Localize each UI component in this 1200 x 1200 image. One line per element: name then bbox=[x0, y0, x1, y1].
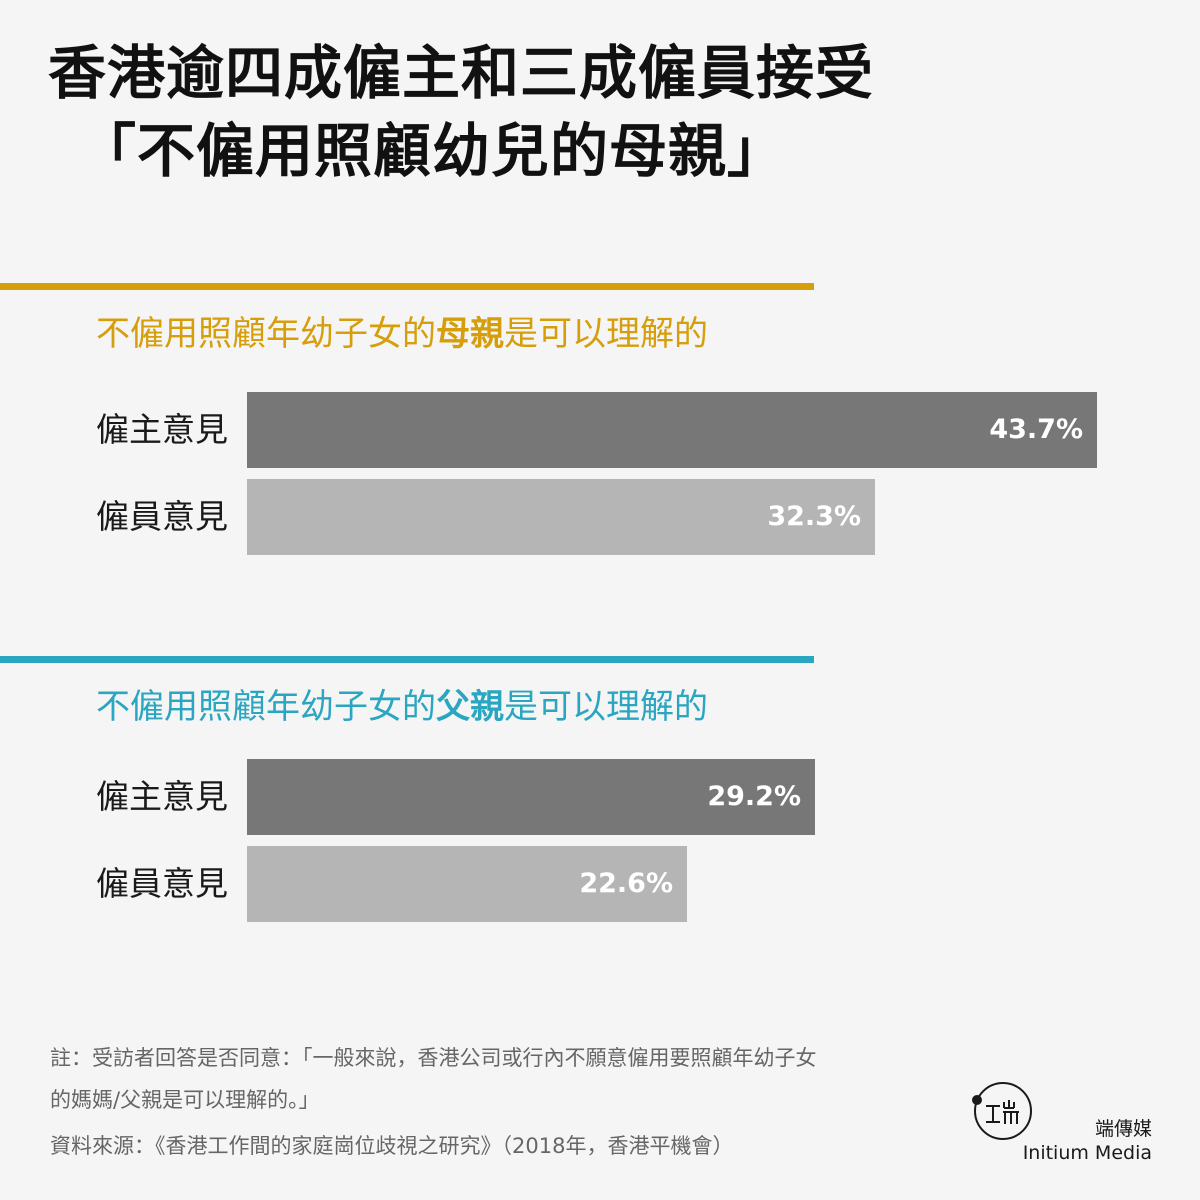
category-label: 僱主意見 bbox=[96, 410, 228, 449]
category-label: 僱員意見 bbox=[96, 497, 228, 536]
data-label: 29.2% bbox=[707, 781, 801, 812]
brand-name-en: Initium Media bbox=[1022, 1142, 1152, 1164]
heading-text-after: 是可以理解的 bbox=[504, 314, 708, 354]
category-label: 僱主意見 bbox=[96, 777, 228, 816]
footnote-line-2: 的媽媽/父親是可以理解的。」 bbox=[50, 1088, 320, 1112]
title-line-1: 香港逾四成僱主和三成僱員接受 bbox=[48, 39, 875, 107]
heading-text-before: 不僱用照顧年幼子女的 bbox=[96, 687, 436, 727]
bar-father-employer: 29.2% bbox=[247, 759, 815, 835]
heading-text-after: 是可以理解的 bbox=[504, 687, 708, 727]
section-heading-mother: 不僱用照顧年幼子女的母親是可以理解的 bbox=[96, 312, 708, 356]
bar-father-employee: 22.6% bbox=[247, 846, 687, 922]
chart-title: 香港逾四成僱主和三成僱員接受 「不僱用照顧幼兒的母親」 bbox=[48, 34, 874, 190]
section-divider-father bbox=[0, 656, 814, 663]
data-label: 43.7% bbox=[989, 414, 1083, 445]
heading-text-before: 不僱用照顧年幼子女的 bbox=[96, 314, 436, 354]
heading-text-highlight: 父親 bbox=[436, 687, 504, 727]
bar-mother-employer: 43.7% bbox=[247, 392, 1097, 468]
source-note: 資料來源：《香港工作間的家庭崗位歧視之研究》（2018年，香港平機會） bbox=[50, 1134, 734, 1158]
section-heading-father: 不僱用照顧年幼子女的父親是可以理解的 bbox=[96, 685, 708, 729]
heading-text-highlight: 母親 bbox=[436, 314, 504, 354]
bar-mother-employee: 32.3% bbox=[247, 479, 875, 555]
brand-name-zh: 端傳媒 bbox=[1094, 1118, 1152, 1140]
data-label: 22.6% bbox=[579, 868, 673, 899]
logo-ring bbox=[974, 1082, 1032, 1140]
category-label: 僱員意見 bbox=[96, 864, 228, 903]
data-label: 32.3% bbox=[767, 501, 861, 532]
logo-dot bbox=[972, 1095, 982, 1105]
footnote-line-1: 註：受訪者回答是否同意：「一般來說，香港公司或行內不願意僱用要照顧年幼子女 bbox=[50, 1046, 817, 1070]
section-divider-mother bbox=[0, 283, 814, 290]
title-line-2: 「不僱用照顧幼兒的母親」 bbox=[78, 117, 787, 185]
logo-glyph bbox=[986, 1100, 1019, 1124]
